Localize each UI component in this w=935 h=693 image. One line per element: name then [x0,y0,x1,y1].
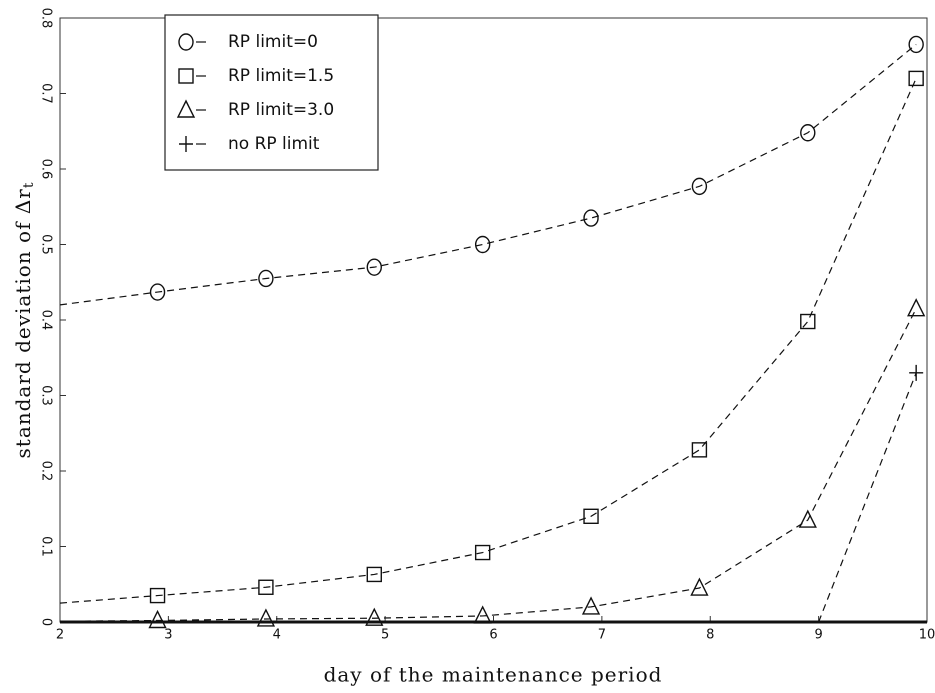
x-tick-label: 7 [598,628,606,643]
legend-marker [178,68,194,84]
y-axis-label: standard deviation of Δrt [11,182,38,459]
x-tick-label: 8 [706,628,714,643]
x-axis-label: day of the maintenance period [324,663,663,687]
data-point [474,544,491,561]
series-line [59,78,917,604]
y-tick-label: 0.4 [39,310,54,331]
data-point [691,442,708,458]
data-point [473,605,492,624]
data-point [800,313,816,330]
data-point [256,608,276,627]
y-tick-label: 0.7 [39,83,54,104]
data-point [800,124,816,142]
data-point [366,258,382,276]
series-line [59,308,917,622]
legend-marker [176,99,196,118]
y-tick-label: 0.5 [39,234,54,255]
y-tick-label: 0.6 [39,159,54,180]
data-point [908,70,924,87]
legend-text: no RP limit [228,134,320,154]
data-point [149,283,166,301]
data-point [365,607,384,626]
series-line [818,372,917,623]
data-point [258,269,274,288]
legend-text: RP limit=1.5 [228,66,334,86]
data-point [583,209,599,227]
data-point [474,235,491,254]
data-point [690,577,709,596]
series-line [59,43,917,306]
x-tick-label: 6 [489,628,497,643]
data-point [149,587,166,604]
data-point [908,35,924,54]
x-tick-label: 2 [56,628,64,643]
y-axis-label-group: standard deviation of Δrt [11,182,38,459]
y-tick-label: 0.2 [39,461,54,482]
y-tick-label: 0.3 [39,385,54,406]
data-point [907,298,926,317]
data-point [366,566,382,583]
data-point [258,579,274,595]
y-tick-label: 0.1 [39,536,54,557]
data-point [148,609,167,629]
y-tick-label: 0 [39,618,54,626]
x-tick-label: 5 [381,628,389,643]
x-tick-label: 3 [164,628,172,643]
data-point [798,509,817,528]
legend-text: RP limit=0 [228,32,318,52]
x-tick-label: 4 [273,628,281,643]
y-tick-label: 0.8 [39,8,54,29]
x-tick-label: 9 [814,628,822,643]
data-point [691,177,708,196]
legend-text: RP limit=3.0 [228,100,334,120]
legend-marker [179,136,193,152]
data-point [909,364,924,381]
data-point [581,596,601,615]
x-tick-label: 10 [919,628,935,643]
legend-marker [178,33,194,51]
y-axis-label-sub: t [21,182,37,189]
data-point [583,508,599,524]
y-axis-label-main: standard deviation of Δr [11,188,35,458]
